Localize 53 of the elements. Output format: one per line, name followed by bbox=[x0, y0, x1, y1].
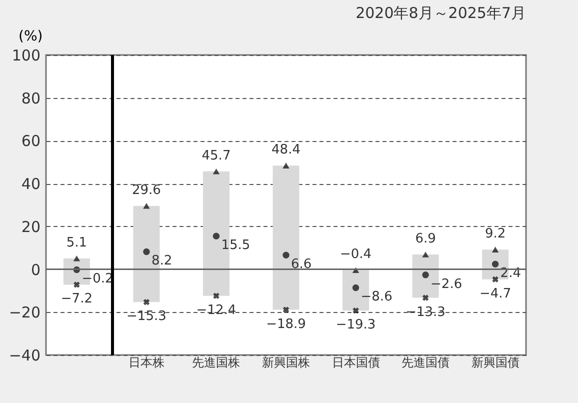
data-label: −15.3 bbox=[126, 309, 166, 324]
data-label: 8.2 bbox=[151, 254, 172, 269]
y-tick-label: −20 bbox=[8, 304, 40, 322]
data-label: −18.9 bbox=[266, 316, 306, 332]
data-label: −8.6 bbox=[360, 290, 392, 305]
x-tick-label: 先進国株 bbox=[192, 356, 240, 370]
point bbox=[352, 284, 360, 292]
point bbox=[74, 282, 80, 288]
point bbox=[282, 252, 290, 258]
y-tick-label: 20 bbox=[21, 218, 40, 236]
data-label: 9.2 bbox=[484, 226, 506, 242]
y-tick-label: 80 bbox=[21, 89, 40, 108]
y-tick-label: 60 bbox=[21, 132, 40, 150]
data-label: 48.4 bbox=[272, 142, 300, 158]
data-label: 6.9 bbox=[415, 232, 436, 246]
data-label: −0.4 bbox=[340, 247, 372, 262]
point bbox=[422, 252, 429, 258]
point bbox=[73, 255, 80, 262]
point bbox=[213, 292, 220, 299]
data-label: −19.3 bbox=[336, 318, 376, 333]
point bbox=[422, 272, 429, 278]
data-label: −2.6 bbox=[430, 276, 462, 292]
y-axis-title: (%) bbox=[18, 28, 43, 44]
y-tick-label: −40 bbox=[8, 346, 40, 364]
x-tick-label: 日本国債 bbox=[332, 356, 380, 370]
point bbox=[143, 248, 150, 256]
chart-title: 2020年8月～2025年7月 bbox=[356, 4, 526, 22]
y-tick-label: 40 bbox=[21, 175, 40, 194]
point bbox=[212, 232, 220, 240]
point bbox=[282, 162, 290, 168]
point bbox=[422, 294, 429, 301]
x-tick-label: 日本株 bbox=[128, 356, 164, 370]
point bbox=[352, 308, 359, 314]
x-tick-label: 新興国株 bbox=[262, 356, 310, 370]
point bbox=[143, 298, 150, 306]
point bbox=[492, 276, 498, 282]
data-label: 6.6 bbox=[291, 257, 312, 272]
data-label: −4.7 bbox=[480, 286, 512, 302]
data-label: −7.2 bbox=[60, 292, 92, 307]
data-label: −13.3 bbox=[406, 304, 446, 320]
data-label: 5.1 bbox=[66, 235, 88, 250]
data-label: 15.5 bbox=[221, 238, 250, 254]
point bbox=[282, 306, 290, 313]
y-tick-label: 0 bbox=[30, 260, 40, 279]
data-label: −12.4 bbox=[196, 302, 236, 318]
data-label: 29.6 bbox=[132, 182, 161, 198]
x-tick-label: 新興国債 bbox=[471, 356, 520, 370]
y-tick-label: 100 bbox=[12, 46, 40, 64]
point bbox=[143, 202, 150, 209]
data-label: 45.7 bbox=[202, 148, 231, 164]
x-tick-label: 先進国債 bbox=[402, 356, 450, 370]
point bbox=[212, 168, 220, 174]
point bbox=[492, 246, 499, 252]
